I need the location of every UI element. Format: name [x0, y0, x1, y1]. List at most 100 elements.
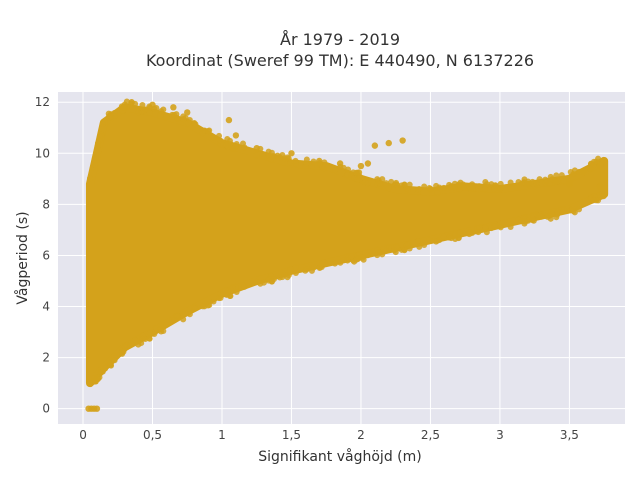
scatter-point: [393, 244, 399, 250]
scatter-point: [456, 187, 462, 193]
scatter-point: [365, 160, 371, 166]
y-axis-label: Vågperiod (s): [14, 211, 31, 304]
scatter-point: [241, 284, 247, 290]
x-tick-label: 1,5: [282, 428, 301, 442]
scatter-point: [601, 193, 607, 199]
x-tick-label: 3,5: [560, 428, 579, 442]
scatter-point: [566, 181, 572, 187]
scatter-point: [383, 248, 389, 254]
scatter-point: [122, 101, 128, 107]
scatter-point: [519, 218, 525, 224]
scatter-point: [572, 167, 578, 173]
x-axis-ticks: 0 0,5 1 1,5 2 2,5 3 3,5: [79, 428, 579, 442]
scatter-point: [460, 181, 466, 187]
scatter-point: [184, 109, 190, 115]
x-tick-label: 2,5: [421, 428, 440, 442]
scatter-point: [399, 137, 405, 143]
scatter-point: [469, 183, 475, 189]
scatter-point: [216, 133, 222, 139]
scatter-point: [293, 161, 299, 167]
scatter-point: [358, 163, 364, 169]
scatter-point: [151, 331, 157, 337]
scatter-point: [218, 295, 224, 301]
scatter-point: [476, 225, 482, 231]
scatter-point: [548, 216, 554, 222]
scatter-point: [519, 180, 525, 186]
scatter-point: [372, 142, 378, 148]
scatter-point: [279, 274, 285, 280]
scatter-point: [561, 207, 567, 213]
scatter-point: [597, 163, 603, 169]
scatter-point: [348, 253, 354, 259]
scatter-point: [587, 165, 593, 171]
scatter-point: [160, 106, 166, 112]
scatter-point: [211, 135, 217, 141]
scatter-point: [537, 176, 543, 182]
scatter-point: [377, 181, 383, 187]
scatter-point: [175, 116, 181, 122]
scatter-point: [254, 152, 260, 158]
scatter-point: [139, 332, 145, 338]
scatter-point: [163, 322, 169, 328]
x-tick-label: 2: [357, 428, 365, 442]
scatter-point: [94, 405, 100, 411]
y-tick-label: 2: [42, 351, 50, 365]
scatter-point: [548, 174, 554, 180]
scatter-point: [147, 336, 153, 342]
x-tick-label: 1: [218, 428, 226, 442]
scatter-point: [205, 128, 211, 134]
scatter-chart: År 1979 - 2019 Koordinat (Sweref 99 TM):…: [0, 0, 640, 480]
scatter-point: [525, 181, 531, 187]
scatter-point: [112, 357, 118, 363]
scatter-point: [572, 209, 578, 215]
scatter-point: [448, 183, 454, 189]
scatter-point: [254, 145, 260, 151]
scatter-point: [225, 288, 231, 294]
chart-title-line-1: År 1979 - 2019: [280, 30, 400, 49]
scatter-point: [348, 174, 354, 180]
scatter-point: [448, 235, 454, 241]
scatter-point: [530, 217, 536, 223]
scatter-point: [192, 305, 198, 311]
scatter-point: [302, 268, 308, 274]
scatter-point: [205, 302, 211, 308]
scatter-point: [293, 265, 299, 271]
scatter-point: [293, 270, 299, 276]
scatter-point: [302, 164, 308, 170]
scatter-point: [135, 342, 141, 348]
scatter-point: [421, 184, 427, 190]
scatter-point: [316, 158, 322, 164]
scatter-point: [128, 99, 134, 105]
scatter-point: [122, 344, 128, 350]
scatter-point: [415, 238, 421, 244]
scatter-point: [383, 180, 389, 186]
scatter-point: [561, 178, 567, 184]
scatter-point: [591, 197, 597, 203]
scatter-point: [108, 114, 114, 120]
scatter-point: [393, 180, 399, 186]
scatter-point: [163, 114, 169, 120]
scatter-point: [537, 213, 543, 219]
scatter-point: [108, 362, 114, 368]
scatter-point: [257, 281, 263, 287]
scatter-point: [386, 140, 392, 146]
scatter-point: [555, 209, 561, 215]
scatter-point: [135, 109, 141, 115]
scatter-point: [377, 250, 383, 256]
scatter-point: [309, 268, 315, 274]
scatter-point: [337, 160, 343, 166]
scatter-point: [401, 181, 407, 187]
scatter-point: [482, 179, 488, 185]
scatter-point: [93, 155, 99, 161]
scatter-point: [211, 299, 217, 305]
scatter-point: [569, 174, 575, 180]
scatter-point: [160, 328, 166, 334]
scatter-point: [187, 311, 193, 317]
x-tick-label: 3: [496, 428, 504, 442]
scatter-point: [559, 172, 565, 178]
scatter-point: [427, 186, 433, 192]
scatter-point: [226, 117, 232, 123]
scatter-point: [436, 184, 442, 190]
x-tick-label: 0: [79, 428, 87, 442]
scatter-point: [356, 169, 362, 175]
